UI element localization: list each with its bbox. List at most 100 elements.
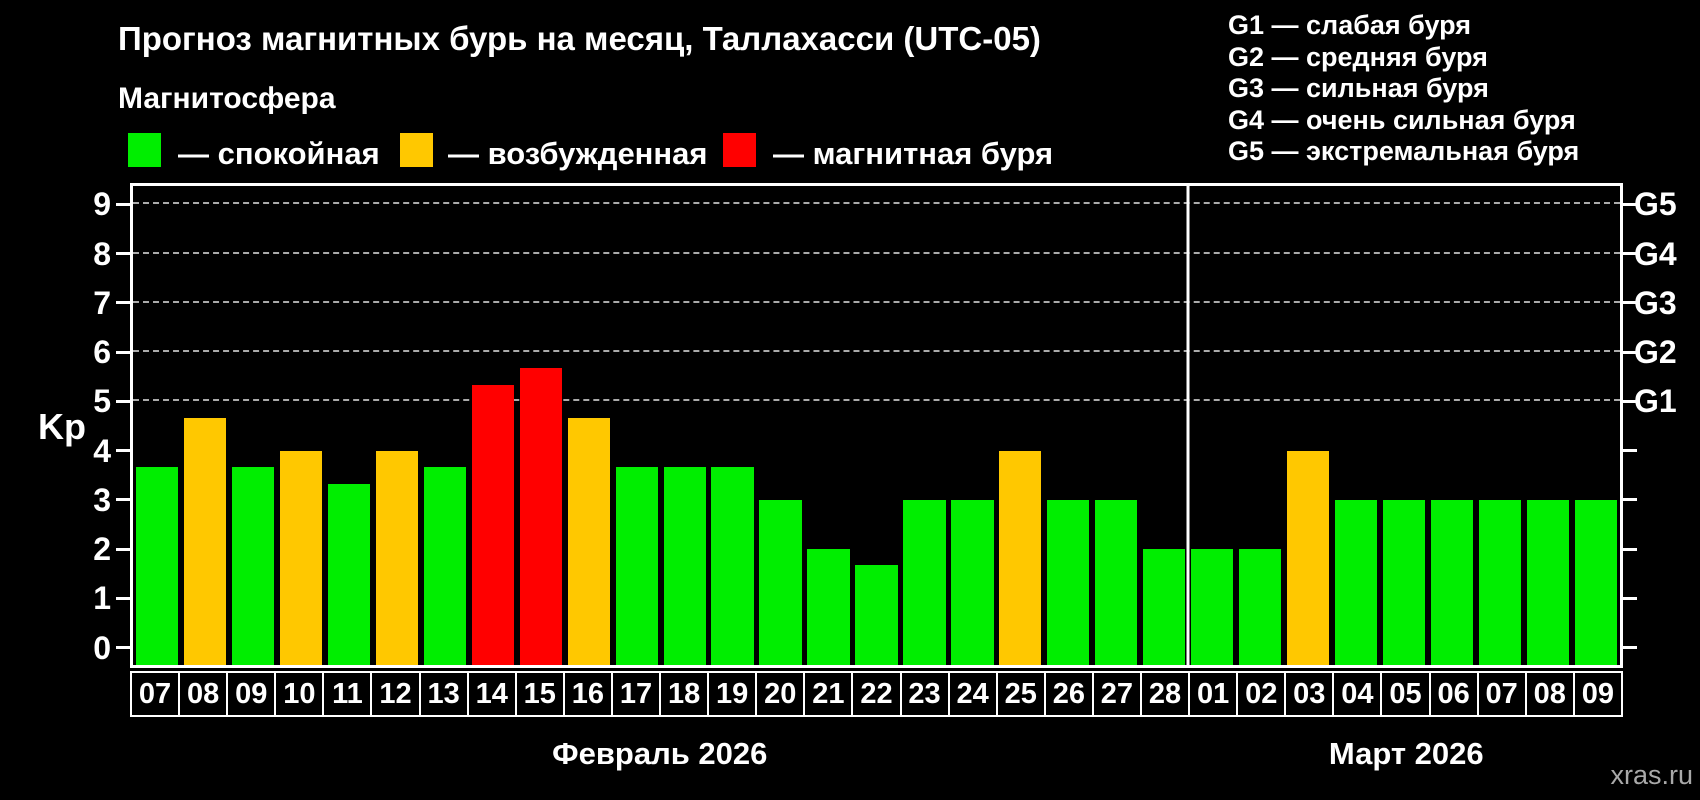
day-cell: 11 [322, 671, 373, 717]
y-tick-right-8 [1623, 252, 1637, 256]
kp-bar-day-11 [327, 483, 370, 665]
g-scale-legend-line: G4 — очень сильная буря [1228, 104, 1576, 135]
gridline-kp5 [133, 399, 1620, 402]
y-tick-label-1: 1 [93, 580, 111, 617]
y-tick-right-3 [1623, 498, 1637, 502]
y-tick-label-2: 2 [93, 531, 111, 568]
y-tick-right-4 [1623, 449, 1637, 453]
kp-bar-day-16 [567, 417, 610, 665]
kp-bar-day-09 [231, 466, 274, 665]
day-cell: 16 [562, 671, 613, 717]
day-cell: 24 [947, 671, 998, 717]
bar-slot-day-07 [133, 186, 181, 665]
day-cell: 20 [755, 671, 806, 717]
g-scale-legend-line: G3 — сильная буря [1228, 73, 1489, 103]
bar-slot-day-05 [1380, 186, 1428, 665]
kp-bar-day-07 [1478, 499, 1522, 665]
bar-slot-day-15 [517, 186, 565, 665]
bar-slot-day-07 [1476, 186, 1524, 665]
y-tick-right-0 [1623, 646, 1637, 650]
watermark: xras.ru [1610, 760, 1693, 790]
kp-bar-day-05 [1383, 499, 1426, 665]
gridline-kp8 [133, 251, 1620, 254]
y-tick-right-5 [1623, 399, 1637, 403]
bar-slot-day-09 [229, 186, 277, 665]
gridline-kp6 [133, 350, 1620, 353]
day-cell: 13 [418, 671, 469, 717]
y-tick-left-4 [116, 449, 130, 453]
month-label: Февраль 2026 [552, 736, 768, 771]
bar-slot-day-03 [1284, 186, 1332, 665]
kp-bar-day-20 [759, 499, 802, 665]
y-tick-label-9: 9 [93, 186, 111, 223]
month-separator-line [1186, 186, 1190, 665]
bar-slot-day-23 [900, 186, 948, 665]
y-tick-left-2 [116, 547, 130, 551]
day-cell: 08 [178, 671, 229, 717]
day-cell: 27 [1091, 671, 1142, 717]
bar-slot-day-08 [181, 186, 229, 665]
kp-bar-day-17 [615, 466, 658, 665]
day-cell: 07 [130, 671, 181, 717]
bar-slot-day-08 [1524, 186, 1572, 665]
legend-label-storm: — магнитная буря [773, 136, 1054, 171]
bar-slot-day-12 [373, 186, 421, 665]
page-title: Прогноз магнитных бурь на месяц, Таллаха… [118, 20, 1041, 57]
magnetosphere-legend-title: Магнитосфера [118, 82, 336, 115]
bar-slot-day-06 [1428, 186, 1476, 665]
bar-slot-day-28 [1140, 186, 1188, 665]
y-tick-left-3 [116, 498, 130, 502]
right-axis-label-G2: G2 [1634, 334, 1677, 371]
kp-bar-day-08 [1526, 499, 1570, 665]
y-tick-left-7 [116, 301, 130, 305]
right-axis-label-G4: G4 [1634, 235, 1677, 272]
legend-swatch-storm [723, 133, 756, 167]
plot-area: 0 1 2 3 4 5 6 7 8 9 G1 G2 G3 G4 G5 [93, 183, 1677, 668]
day-cell: 05 [1380, 671, 1431, 717]
kp-bar-day-24 [951, 499, 994, 665]
y-tick-right-2 [1623, 547, 1637, 551]
y-tick-left-6 [116, 350, 130, 354]
bar-slot-day-11 [325, 186, 373, 665]
right-axis-label-G1: G1 [1634, 383, 1677, 420]
day-cell: 15 [514, 671, 565, 717]
bar-slot-day-18 [661, 186, 709, 665]
y-axis-title: Kp [38, 406, 86, 447]
bar-slot-day-02 [1236, 186, 1284, 665]
kp-bar-day-19 [711, 466, 754, 665]
day-cell: 12 [370, 671, 421, 717]
y-tick-label-5: 5 [93, 383, 111, 420]
g-scale-legend: G1 — слабая буря G2 — средняя буря G3 — си… [1228, 10, 1579, 168]
kp-bar-day-23 [903, 499, 946, 665]
month-labels: Февраль 2026 Март 2026 [130, 736, 1623, 776]
bar-slot-day-19 [709, 186, 757, 665]
gridline-kp7 [133, 300, 1620, 303]
y-tick-left-1 [116, 596, 130, 600]
bar-slot-day-16 [565, 186, 613, 665]
y-tick-label-6: 6 [93, 334, 111, 371]
day-cell: 01 [1188, 671, 1239, 717]
y-tick-label-3: 3 [93, 481, 111, 518]
gridline-kp9 [133, 202, 1620, 205]
y-tick-right-6 [1623, 350, 1637, 354]
kp-bar-day-21 [807, 549, 850, 665]
y-tick-left-8 [116, 252, 130, 256]
kp-bar-day-02 [1239, 549, 1282, 665]
y-tick-label-7: 7 [93, 284, 111, 321]
day-cell: 19 [707, 671, 758, 717]
day-cell: 14 [466, 671, 517, 717]
y-tick-left-5 [116, 399, 130, 403]
y-tick-left-0 [116, 646, 130, 650]
month-label: Март 2026 [1328, 736, 1484, 771]
day-cell: 23 [899, 671, 950, 717]
y-tick-right-7 [1623, 301, 1637, 305]
day-cell: 25 [995, 671, 1046, 717]
legend-label-quiet: — спокойная [178, 136, 380, 171]
kp-bar-day-28 [1143, 549, 1186, 665]
bar-slot-day-21 [805, 186, 853, 665]
kp-bar-day-03 [1287, 450, 1330, 665]
g-scale-legend-line: G2 — средняя буря [1228, 41, 1488, 72]
kp-bar-day-27 [1095, 499, 1138, 665]
day-cell: 17 [610, 671, 662, 717]
